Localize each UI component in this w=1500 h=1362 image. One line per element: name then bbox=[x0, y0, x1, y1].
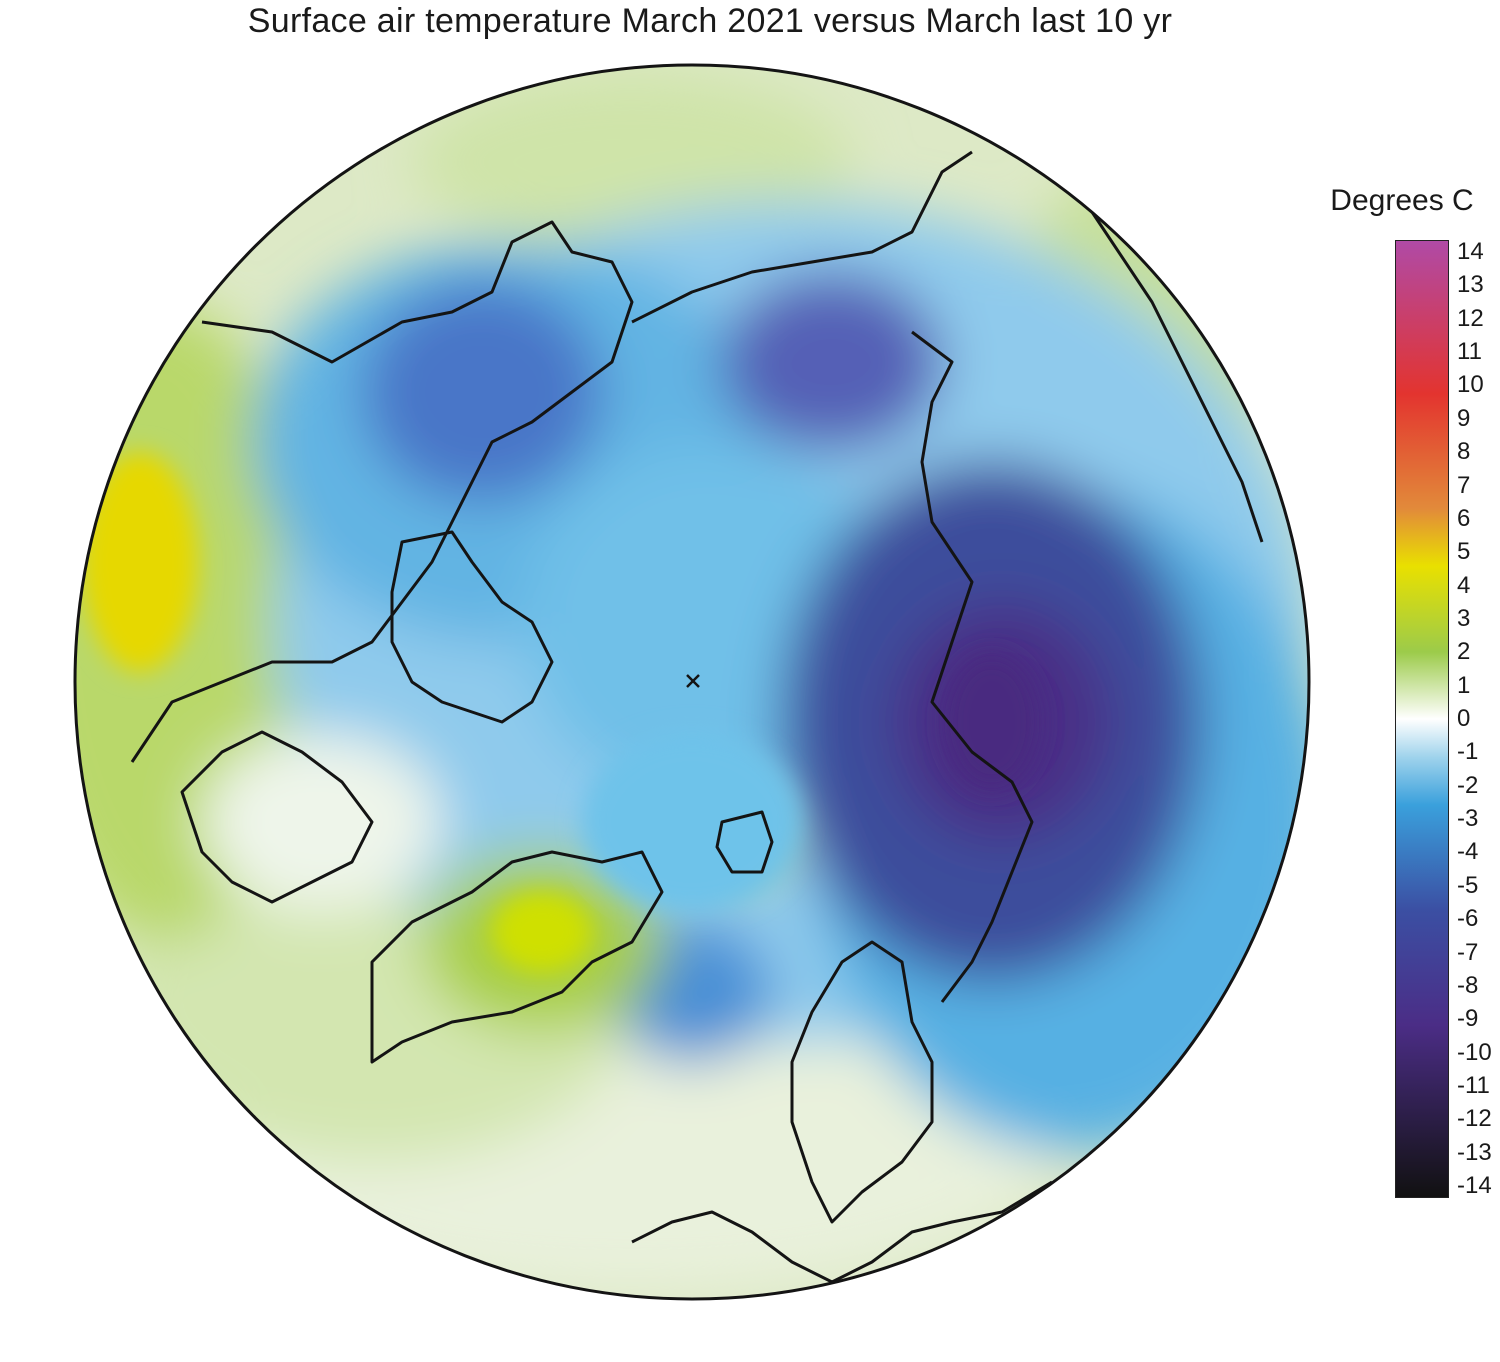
siberia-coast bbox=[631, 150, 1034, 1003]
colorbar-tick-label: -8 bbox=[1457, 971, 1479, 999]
svalbard-coast bbox=[715, 810, 774, 874]
colorbar-tick-label: -7 bbox=[1457, 938, 1479, 966]
colorbar-tick-label: 0 bbox=[1457, 705, 1471, 732]
colorbar-tick-label: -2 bbox=[1457, 771, 1479, 799]
canadian-archipelago-coast bbox=[390, 530, 554, 724]
colorbar-tick-label: -13 bbox=[1457, 1138, 1492, 1166]
colorbar-tick-label: 6 bbox=[1457, 504, 1471, 532]
colorbar-tick-label: 4 bbox=[1457, 571, 1471, 599]
colorbar-tick-label: -11 bbox=[1457, 1071, 1490, 1099]
colorbar bbox=[1395, 240, 1449, 1198]
colorbar-tick-label: 14 bbox=[1457, 238, 1484, 265]
colorbar-tick-label: 12 bbox=[1457, 304, 1484, 332]
colorbar-tick-label: -10 bbox=[1457, 1038, 1492, 1066]
colorbar-tick-label: 11 bbox=[1457, 338, 1482, 366]
scandinavia-coast bbox=[790, 940, 934, 1224]
chart-title: Surface air temperature March 2021 versu… bbox=[247, 2, 1173, 40]
colorbar-tick-label: -5 bbox=[1457, 871, 1479, 899]
colorbar-ticks: 14 13 12 11 10 9 8 7 6 5 4 3 2 1 0 -1 -2 -3 -4 -5 -6 -7 -8 -9 -1… bbox=[1457, 240, 1500, 1198]
colorbar-tick-label: -3 bbox=[1457, 805, 1479, 833]
colorbar-tick-label: 1 bbox=[1457, 671, 1471, 699]
polar-map bbox=[73, 63, 1311, 1301]
colorbar-tick-label: 8 bbox=[1457, 438, 1471, 466]
colorbar-tick-label: 9 bbox=[1457, 404, 1471, 432]
colorbar-tick-label: -14 bbox=[1457, 1172, 1492, 1199]
alaska-canada-coast bbox=[130, 220, 634, 763]
colorbar-tick-label: 10 bbox=[1457, 371, 1484, 399]
colorbar-tick-label: 5 bbox=[1457, 538, 1471, 566]
colorbar-tick-label: 3 bbox=[1457, 604, 1471, 632]
colorbar-tick-label: -4 bbox=[1457, 838, 1479, 866]
greenland-coast bbox=[370, 850, 664, 1064]
map-border bbox=[73, 63, 1311, 1301]
north-pole-marker bbox=[686, 674, 700, 688]
colorbar-tick-label: -6 bbox=[1457, 905, 1479, 933]
colorbar-tick-label: -9 bbox=[1457, 1005, 1479, 1033]
colorbar-tick-label: 2 bbox=[1457, 638, 1471, 666]
colorbar-tick-label: 13 bbox=[1457, 271, 1484, 299]
colorbar-tick-label: 7 bbox=[1457, 471, 1471, 499]
colorbar-tick-label: -1 bbox=[1457, 738, 1479, 766]
hudson-bay-coast bbox=[180, 730, 374, 904]
colorbar-tick-label: -12 bbox=[1457, 1105, 1492, 1133]
legend-title: Degrees C bbox=[1330, 184, 1474, 217]
